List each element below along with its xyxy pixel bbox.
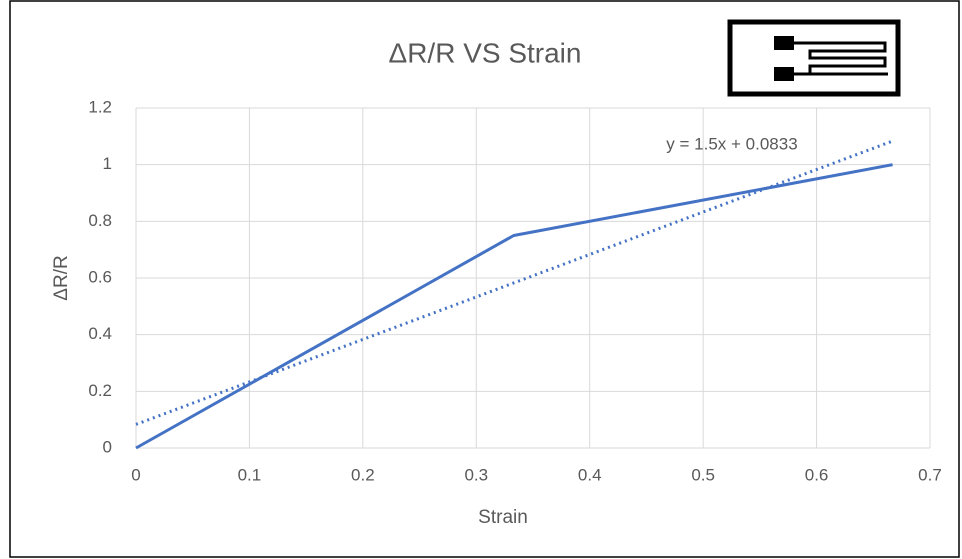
y-tick-label: 0.2 (88, 381, 112, 400)
y-tick-label: 0.6 (88, 267, 112, 286)
x-tick-label: 0.7 (918, 465, 942, 484)
x-tick-label: 0 (131, 465, 140, 484)
y-tick-label: 0 (103, 437, 112, 456)
data-line (135, 163, 893, 450)
x-tick-label: 0.4 (578, 465, 602, 484)
y-tick-label: 0.8 (88, 211, 112, 230)
strain-gauge-icon (727, 19, 901, 97)
x-axis-label: Strain (478, 507, 528, 528)
chart-title: ΔR/R VS Strain (389, 37, 582, 68)
x-tick-label: 0.3 (464, 465, 488, 484)
y-axis-label: ΔR/R (51, 255, 72, 300)
y-tick-label: 1.2 (88, 97, 112, 116)
x-tick-label: 0.2 (351, 465, 375, 484)
y-tick-label: 1 (103, 154, 112, 173)
x-tick-label: 0.5 (691, 465, 715, 484)
x-tick-label: 0.1 (238, 465, 262, 484)
y-tick-label: 0.4 (88, 324, 112, 343)
trendline-label: y = 1.5x + 0.0833 (666, 134, 797, 153)
x-tick-label: 0.6 (805, 465, 829, 484)
